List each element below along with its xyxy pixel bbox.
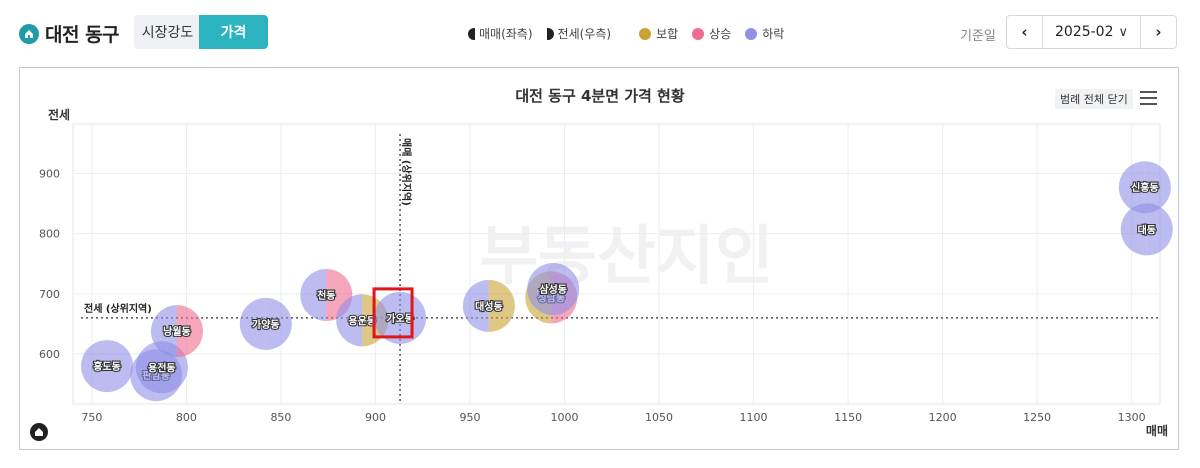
bubble-sale-half — [374, 291, 401, 344]
tab-market-strength[interactable]: 시장강도 — [134, 15, 201, 49]
prev-date-button[interactable]: ‹ — [1007, 16, 1043, 48]
bubble-sale-half — [1118, 161, 1145, 214]
bubble-jeonse-half — [553, 262, 580, 315]
bubble-label: 대동 — [1138, 223, 1156, 236]
x-tick-label: 1050 — [645, 411, 673, 424]
legend-rise-label: 상승 — [709, 27, 732, 41]
chevron-left-icon: ‹ — [1021, 23, 1028, 41]
bubble-label: 낭월동 — [163, 325, 191, 338]
legend-flat-label: 보합 — [656, 27, 679, 41]
y-tick-label: 800 — [39, 228, 60, 241]
legend-toggle-button[interactable]: 범례 전체 닫기 — [1055, 89, 1133, 109]
jeonse-reference-label: 전세 (상위지역) — [84, 302, 152, 315]
date-navigator: ‹ 2025-02 ∨ › — [1006, 15, 1177, 49]
y-tick-label: 700 — [39, 288, 60, 301]
y-axis-label: 전세 — [48, 107, 70, 122]
legend: 매매(좌측) 전세(우측) 보합 상승 하락 — [468, 25, 784, 42]
legend-rise[interactable]: 상승 — [692, 25, 731, 42]
y-tick-label: 900 — [39, 167, 60, 180]
bubble-sale-half — [150, 305, 177, 358]
bubble-label: 가양동 — [252, 318, 280, 331]
legend-fall[interactable]: 하락 — [745, 25, 784, 42]
bubble-label: 삼성동 — [539, 283, 567, 296]
bubble-label: 홍도동 — [93, 360, 121, 373]
bubble-sale-half — [1120, 203, 1147, 256]
legend-flat[interactable]: 보합 — [639, 25, 678, 42]
region-header: 대전 동구 — [19, 20, 120, 47]
date-select[interactable]: 2025-02 ∨ — [1043, 16, 1140, 48]
bubble-label: 가오동 — [386, 312, 414, 325]
corner-logo-icon — [30, 423, 48, 441]
highlight-box — [372, 287, 414, 339]
chart-panel: 부동산지인 750 800 850 900 950 1000 1050 1100 1150 1200… — [19, 67, 1179, 450]
x-tick-label: 900 — [365, 411, 386, 424]
bubble-sale-half — [239, 297, 266, 350]
legend-sale-label: 매매(좌측) — [479, 27, 533, 41]
bubble-sale-half — [135, 341, 162, 394]
x-tick-label: 750 — [81, 411, 102, 424]
x-tick-label: 1300 — [1118, 411, 1146, 424]
home-logo-icon — [19, 23, 39, 44]
rise-dot-icon — [692, 27, 705, 40]
bubble-jeonse-half — [265, 297, 292, 350]
bubble-label: 용운동 — [348, 315, 376, 327]
region-title: 대전 동구 — [45, 24, 120, 46]
bubble-label: 용전동 — [148, 361, 176, 374]
bubble-sale-half — [462, 279, 489, 332]
watermark-text: 부동산지인 — [479, 220, 773, 294]
x-tick-label: 850 — [270, 411, 291, 424]
bubble-label: 신흥동 — [1131, 181, 1159, 194]
bubble-sale-half — [527, 262, 554, 315]
bubble-jeonse-half — [1146, 203, 1173, 256]
sale-reference-label: 매매 (상위지역) — [400, 138, 413, 206]
quadrant-chart: 부동산지인 750 800 850 900 950 1000 1050 1100 1150 1200… — [39, 107, 1173, 438]
right-half-circle-icon — [546, 27, 554, 40]
fall-dot-icon — [745, 27, 758, 40]
bubble-sale-half — [300, 269, 327, 322]
legend-fall-label: 하락 — [762, 27, 785, 41]
x-tick-label: 800 — [176, 411, 197, 424]
flat-dot-icon — [639, 27, 652, 40]
top-bar: 대전 동구 시장강도 가격 매매(좌측) 전세(우측) 보합 상승 하락 기준일… — [0, 0, 1200, 62]
x-tick-label: 1200 — [929, 411, 957, 424]
x-tick-label: 1150 — [834, 411, 862, 424]
hamburger-menu-icon[interactable] — [1140, 91, 1157, 105]
legend-sale[interactable]: 매매(좌측) — [468, 25, 533, 42]
y-tick-label: 600 — [39, 348, 60, 361]
date-value: 2025-02 — [1055, 24, 1114, 40]
bubble-label: 천동 — [317, 289, 335, 302]
bubble-jeonse-half — [176, 305, 203, 358]
tab-price[interactable]: 가격 — [199, 15, 268, 49]
bubble-sale-half — [336, 294, 363, 347]
plot-area — [72, 123, 1161, 405]
date-label: 기준일 — [960, 29, 996, 44]
x-axis-label: 매매 — [1146, 423, 1168, 438]
chevron-down-icon: ∨ — [1118, 24, 1128, 40]
x-tick-label: 1100 — [740, 411, 768, 424]
chart-title: 대전 동구 4분면 가격 현황 — [515, 87, 685, 105]
bubble-jeonse-half — [1144, 161, 1171, 214]
legend-jeonse-label: 전세(우측) — [557, 27, 612, 41]
bubble-jeonse-half — [488, 279, 515, 332]
legend-jeonse[interactable]: 전세(우측) — [546, 25, 612, 42]
x-tick-label: 1250 — [1023, 411, 1051, 424]
left-half-circle-icon — [468, 27, 475, 40]
bubble-label: 대성동 — [475, 300, 503, 313]
x-tick-label: 1000 — [551, 411, 579, 424]
chevron-right-icon: › — [1155, 23, 1162, 41]
bubble-sale-half — [81, 340, 108, 393]
x-tick-label: 950 — [459, 411, 480, 424]
next-date-button[interactable]: › — [1140, 16, 1176, 48]
bubble-jeonse-half — [107, 340, 134, 393]
